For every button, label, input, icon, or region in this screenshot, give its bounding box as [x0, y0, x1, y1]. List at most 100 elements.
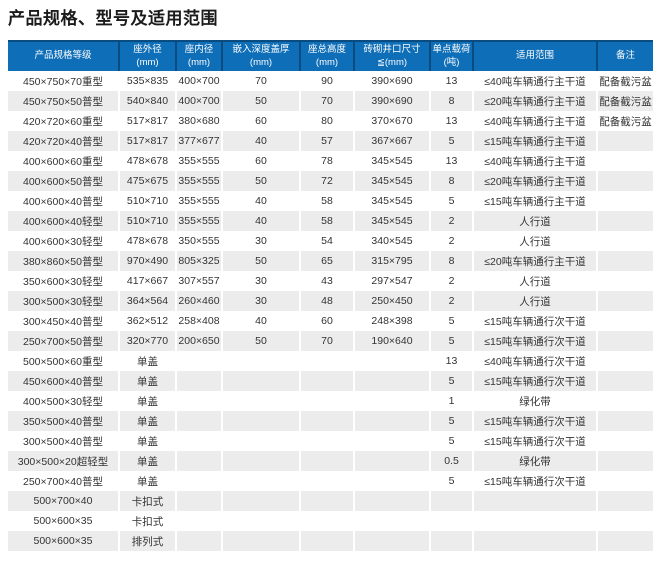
- column-header-6: 砖砌井口尺寸 ≦(mm): [353, 40, 430, 71]
- table-cell: [596, 251, 653, 271]
- table-cell: 355×555: [175, 211, 222, 231]
- table-cell: [175, 371, 222, 391]
- table-cell: [221, 371, 300, 391]
- table-cell: [175, 471, 222, 491]
- table-cell: ≤20吨车辆通行主干道: [472, 171, 597, 191]
- table-cell: ≤20吨车辆通行主干道: [472, 251, 597, 271]
- table-cell: 500×700×40: [8, 491, 119, 511]
- table-cell: [299, 391, 354, 411]
- table-cell: 人行道: [472, 211, 597, 231]
- table-cell: 450×750×70重型: [23, 75, 103, 88]
- table-cell: [299, 371, 354, 391]
- table-cell: 卡扣式: [118, 511, 176, 531]
- table-cell: 13: [429, 71, 473, 91]
- table-cell: [596, 231, 653, 251]
- table-cell: 人行道: [472, 291, 597, 311]
- table-cell: 2: [429, 211, 473, 231]
- table-cell: 0.5: [429, 451, 473, 471]
- column-header-3: 座内径 (mm): [175, 40, 222, 71]
- table-cell: 355×555: [175, 151, 222, 171]
- table-cell: 805×325: [175, 251, 222, 271]
- table-cell: 320×770: [118, 331, 176, 351]
- table-cell: 200×650: [175, 331, 222, 351]
- header-row: 产品规格等级 座外径 (mm) 座内径 (mm) 嵌入深度盖厚 (mm) 座总高度 (mm) 砖砌…: [8, 40, 653, 71]
- table-row: 450×600×40普型 单盖 5 ≤15吨车辆通行次干道: [8, 371, 653, 391]
- table-cell: 70: [299, 91, 354, 111]
- table-cell: 400×600×60重型: [23, 155, 103, 168]
- table-cell: [175, 431, 222, 451]
- table-cell: 370×670: [353, 111, 430, 131]
- table-cell: 配备截污盆: [596, 91, 653, 111]
- table-cell: 13: [429, 111, 473, 131]
- table-cell: 配备截污盆: [596, 71, 653, 91]
- table-row: 400×500×30轻型 单盖 1 绿化带: [8, 391, 653, 411]
- table-cell: [353, 451, 430, 471]
- table-body: 450×750×70重型 535×835 400×700 70 90 390×690 13 ≤…: [8, 71, 653, 551]
- table-cell: 人行道: [472, 271, 597, 291]
- table-row: 250×700×50普型 320×770 200×650 50 70 190×640 5 ≤1…: [8, 331, 653, 351]
- table-cell: ≤15吨车辆通行次干道: [472, 371, 597, 391]
- table-cell: 60: [221, 111, 300, 131]
- table-cell: 250×450: [353, 291, 430, 311]
- table-row: 300×500×20超轻型 单盖 0.5 绿化带: [8, 451, 653, 471]
- table-cell: 345×545: [353, 171, 430, 191]
- table-cell: [175, 511, 222, 531]
- table-cell: 400×600×50普型: [8, 171, 119, 191]
- table-cell: 417×667: [118, 271, 176, 291]
- table-cell: [596, 171, 653, 191]
- table-cell: 250×700×40普型: [23, 475, 103, 488]
- table-cell: [299, 491, 354, 511]
- table-cell: [221, 411, 300, 431]
- table-cell: 绿化带: [472, 391, 597, 411]
- table-cell: [221, 431, 300, 451]
- table-cell: 50: [221, 91, 300, 111]
- table-cell: [596, 291, 653, 311]
- table-cell: 535×835: [118, 71, 176, 91]
- table-cell: [429, 511, 473, 531]
- table-cell: 315×795: [353, 251, 430, 271]
- table-cell: 345×545: [353, 191, 430, 211]
- table-cell: 43: [299, 271, 354, 291]
- table-cell: [175, 411, 222, 431]
- table-cell: 78: [299, 151, 354, 171]
- table-row: 400×600×50普型 475×675 355×555 50 72 345×545 8 ≤2…: [8, 171, 653, 191]
- table-row: 500×700×40 卡扣式: [8, 491, 653, 511]
- table-cell: 345×545: [353, 151, 430, 171]
- table-cell: [353, 491, 430, 511]
- table-cell: [353, 391, 430, 411]
- table-cell: 2: [429, 291, 473, 311]
- table-cell: 8: [429, 91, 473, 111]
- table-cell: 57: [299, 131, 354, 151]
- table-cell: [299, 351, 354, 371]
- table-row: 500×600×35 卡扣式: [8, 511, 653, 531]
- column-header-1: 产品规格等级: [8, 40, 119, 71]
- table-cell: 13: [429, 351, 473, 371]
- column-header-2: 座外径 (mm): [118, 40, 176, 71]
- table-cell: [596, 331, 653, 351]
- table-cell: [596, 451, 653, 471]
- table-row: 350×500×40普型 单盖 5 ≤15吨车辆通行次干道: [8, 411, 653, 431]
- table-cell: [221, 491, 300, 511]
- table-cell: 50: [221, 251, 300, 271]
- table-cell: ≤15吨车辆通行次干道: [472, 311, 597, 331]
- table-cell: 970×490: [118, 251, 176, 271]
- table-cell: 人行道: [472, 231, 597, 251]
- table-cell: [429, 531, 473, 551]
- table-cell: 380×860×50普型: [8, 251, 119, 271]
- table-cell: [353, 471, 430, 491]
- table-row: 300×450×40普型 362×512 258×408 40 60 248×398 5 ≤1…: [8, 311, 653, 331]
- table-cell: 30: [221, 271, 300, 291]
- table-cell: 5: [429, 131, 473, 151]
- table-cell: 5: [429, 371, 473, 391]
- table-cell: 5: [429, 191, 473, 211]
- table-cell: 475×675: [118, 171, 176, 191]
- table-cell: [596, 131, 653, 151]
- table-cell: 500×500×60重型: [23, 355, 103, 368]
- table-cell: 配备截污盆: [596, 111, 653, 131]
- table-cell: [175, 351, 222, 371]
- table-cell: [175, 491, 222, 511]
- table-cell: 5: [429, 411, 473, 431]
- table-cell: 500×600×35: [33, 515, 93, 527]
- table-cell: 8: [429, 251, 473, 271]
